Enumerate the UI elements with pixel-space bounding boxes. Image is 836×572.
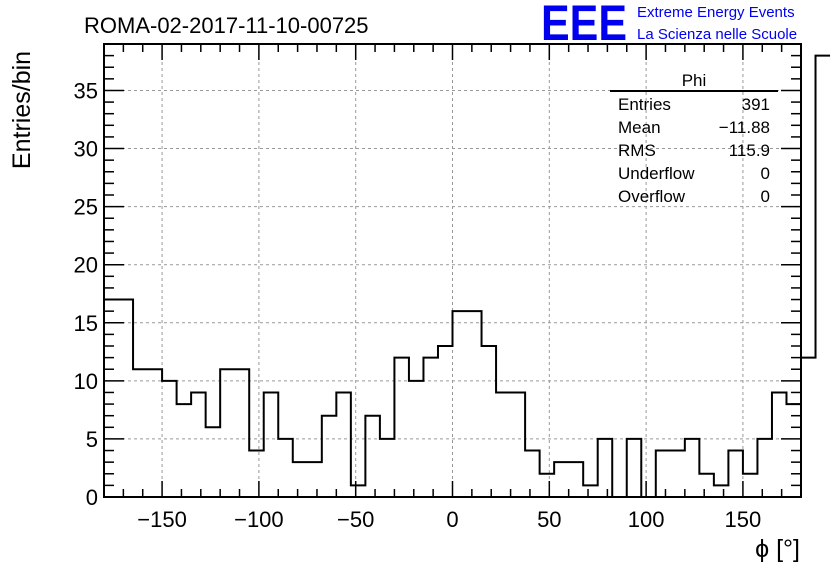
histogram-bin <box>177 404 192 497</box>
histogram-bin <box>496 392 511 497</box>
axis-ticks <box>104 44 801 497</box>
stats-rows: Entries 391 Mean −11.88 RMS 115.9 Underflow 0 Ov… <box>618 95 770 206</box>
histogram-bin <box>133 369 148 497</box>
y-tick-label: 0 <box>86 485 98 510</box>
stats-value: 391 <box>742 95 770 114</box>
histogram-bin <box>685 439 700 497</box>
x-tick-label: 50 <box>537 507 561 532</box>
stats-label: Entries <box>618 95 671 114</box>
eee-logo: EEE <box>541 0 627 51</box>
histogram-bin <box>249 451 264 497</box>
x-tick-label: 0 <box>446 507 458 532</box>
histogram-bin <box>714 485 729 497</box>
stats-label: Mean <box>618 118 661 137</box>
y-tick-label: 10 <box>74 369 98 394</box>
histogram-bin <box>656 451 671 497</box>
y-tick-label: 25 <box>74 195 98 220</box>
histogram-bin <box>743 474 758 497</box>
histogram-bin <box>104 300 119 497</box>
stats-value: 0 <box>761 164 770 183</box>
histogram-bin <box>365 416 380 497</box>
histogram-bin <box>728 451 743 497</box>
histogram-bin <box>394 358 409 497</box>
stats-label: RMS <box>618 141 656 160</box>
histogram-bin <box>162 381 177 497</box>
histogram-bin <box>307 462 322 497</box>
histogram-bin <box>699 474 714 497</box>
stats-value: 0 <box>761 187 770 206</box>
x-tick-label: 100 <box>628 507 665 532</box>
histogram-bin <box>409 381 424 497</box>
histogram-bin <box>583 485 598 497</box>
logo-line-2: La Scienza nelle Scuole <box>637 26 797 43</box>
histogram-bin <box>757 439 772 497</box>
histogram-bin <box>627 439 642 497</box>
y-tick-label: 20 <box>74 253 98 278</box>
histogram-bin <box>816 56 831 497</box>
stats-box: Phi Entries 391 Mean −11.88 RMS 115.9 Underflo… <box>610 71 778 206</box>
stats-title: Phi <box>682 71 707 90</box>
x-tick-label: −100 <box>234 507 284 532</box>
histogram-bin <box>482 346 497 497</box>
x-axis-title: ϕ [°] <box>755 535 800 563</box>
histogram-bin <box>598 439 613 497</box>
x-tick-label: 150 <box>725 507 762 532</box>
histogram-bin <box>467 311 482 497</box>
histogram-bin <box>670 451 685 497</box>
x-tick-labels: −150 −100 −50 0 50 100 150 <box>137 507 761 532</box>
histogram-bin <box>322 416 337 497</box>
y-tick-labels: 0 5 10 15 20 25 30 35 <box>74 78 98 510</box>
histogram-bin <box>351 485 366 497</box>
histogram-bins <box>104 54 831 498</box>
y-axis-title: Entries/bin <box>8 51 36 169</box>
histogram-bin <box>511 392 526 497</box>
x-tick-label: −50 <box>337 507 374 532</box>
histogram-bin <box>453 311 468 497</box>
histogram-bin <box>220 369 235 497</box>
stats-label: Underflow <box>618 164 695 183</box>
plot-frame <box>103 43 802 498</box>
histogram-bin <box>278 439 293 497</box>
histogram-bin <box>191 392 206 497</box>
histogram-bin <box>786 404 801 497</box>
histogram-bin <box>569 462 584 497</box>
histogram-bin <box>801 358 816 497</box>
histogram-bin <box>293 462 308 497</box>
y-tick-label: 35 <box>74 78 98 103</box>
logo-line-1: Extreme Energy Events <box>637 4 795 21</box>
histogram-bin <box>336 392 351 497</box>
histogram-bin <box>525 451 540 497</box>
histogram-bin <box>148 369 163 497</box>
histogram-bin <box>264 392 279 497</box>
x-tick-label: −150 <box>137 507 187 532</box>
stats-label: Overflow <box>618 187 686 206</box>
y-tick-label: 5 <box>86 427 98 452</box>
histogram-bin <box>380 439 395 497</box>
y-tick-label: 15 <box>74 311 98 336</box>
y-tick-label: 30 <box>74 137 98 162</box>
histogram-bin <box>423 358 438 497</box>
histogram-bin <box>772 392 787 497</box>
stats-value: 115.9 <box>729 141 770 160</box>
histogram-bin <box>540 474 555 497</box>
histogram-bin <box>554 462 569 497</box>
run-title: ROMA-02-2017-11-10-00725 <box>84 13 369 38</box>
histogram-bin <box>235 369 250 497</box>
histogram-bin <box>438 346 453 497</box>
histogram-outline <box>104 54 831 498</box>
stats-value: −11.88 <box>719 118 770 137</box>
histogram-bin <box>206 427 221 497</box>
histogram-bin <box>119 300 134 497</box>
